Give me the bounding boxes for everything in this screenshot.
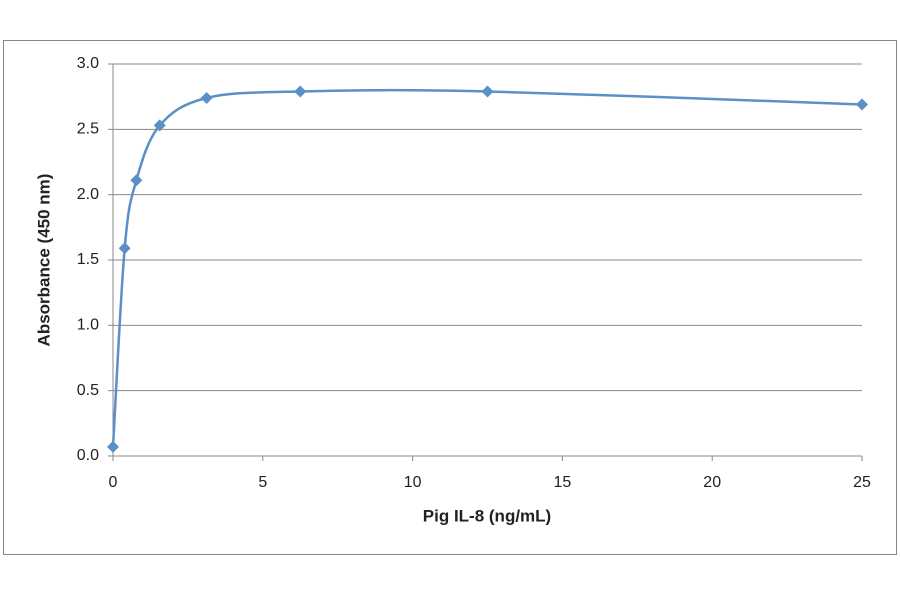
y-tick-label: 1.0 xyxy=(77,317,99,334)
y-tick-label: 0.0 xyxy=(77,447,99,464)
x-tick-label: 20 xyxy=(703,474,721,491)
y-tick-label: 3.0 xyxy=(77,55,99,72)
y-axis-title: Absorbance (450 nm) xyxy=(34,174,53,347)
y-tick-label: 1.5 xyxy=(77,251,99,268)
y-tick-label: 2.5 xyxy=(77,121,99,138)
x-tick-label: 25 xyxy=(853,474,871,491)
data-point xyxy=(153,119,166,132)
y-tick-label: 2.0 xyxy=(77,186,99,203)
chart-border xyxy=(3,40,897,555)
data-point xyxy=(200,91,213,104)
data-point xyxy=(294,85,307,98)
x-tick-label: 5 xyxy=(258,474,267,491)
data-point xyxy=(107,440,119,453)
y-tick-label: 0.5 xyxy=(77,382,99,399)
x-tick-label: 15 xyxy=(554,474,572,491)
data-point xyxy=(130,174,143,187)
x-axis-title: Pig IL-8 (ng/mL) xyxy=(423,506,551,525)
data-point xyxy=(856,98,868,111)
data-point xyxy=(118,242,131,255)
x-tick-label: 0 xyxy=(109,474,118,491)
data-point xyxy=(481,85,494,98)
x-tick-label: 10 xyxy=(404,474,422,491)
